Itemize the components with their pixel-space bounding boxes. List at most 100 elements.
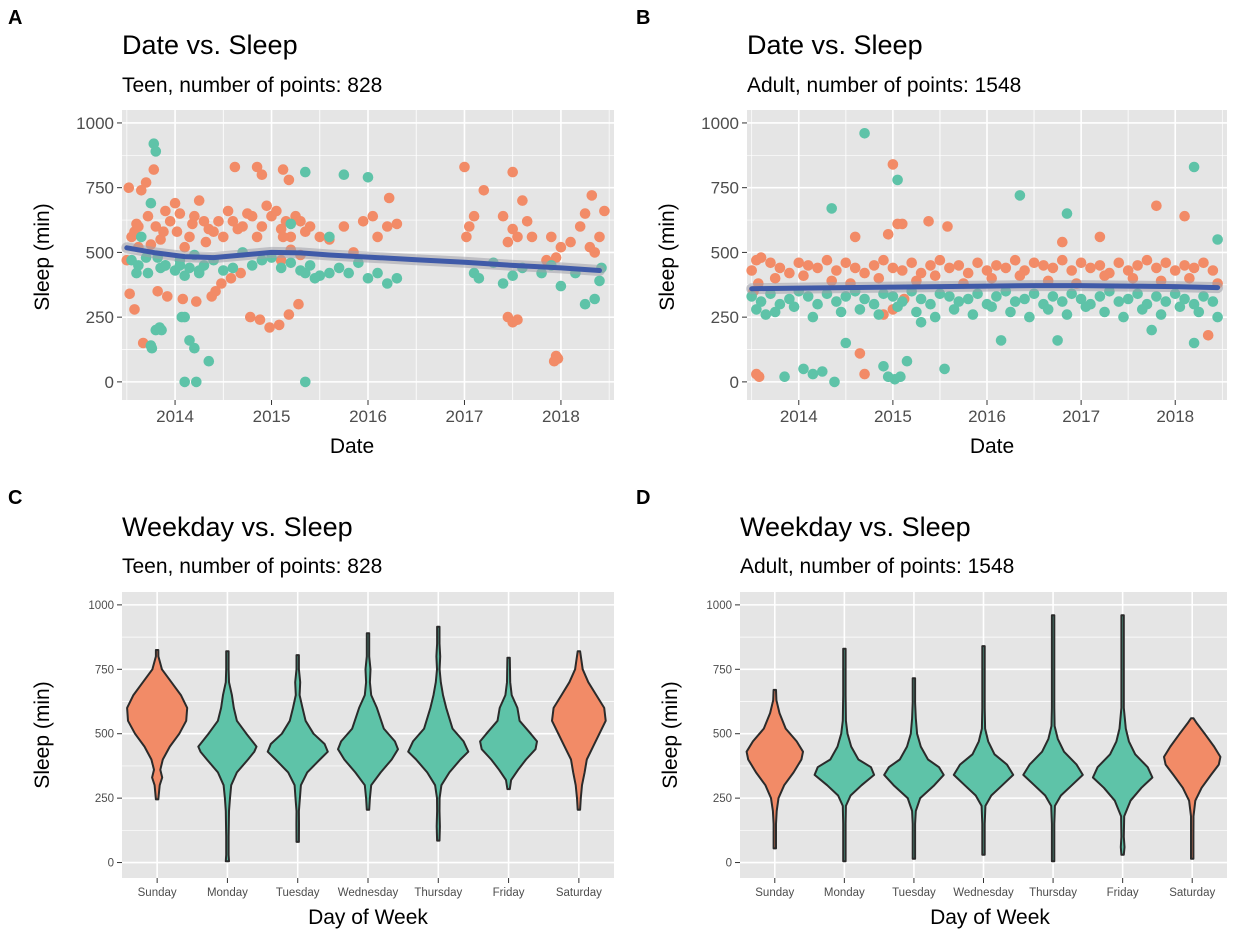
data-point [261,200,273,212]
data-point [1061,309,1073,320]
data-point [1042,304,1054,315]
data-point [1179,210,1190,222]
data-point [237,221,248,232]
data-point [882,229,894,240]
x-tick-label: Saturday [1169,887,1215,899]
data-point [897,265,908,276]
data-point [574,221,586,232]
violin-sunday [745,688,804,850]
data-point [314,270,326,282]
panel-letter: D [636,487,650,509]
data-point [177,293,189,305]
y-tick-label: 500 [86,243,114,262]
data-point [1014,190,1026,201]
data-point [929,270,941,282]
data-point [586,190,598,201]
panel-b: B Date vs. Sleep Adult, number of points… [636,7,1227,458]
data-point [150,221,162,232]
panel-letter: C [8,487,22,509]
data-point [152,286,163,297]
data-point [1122,293,1134,305]
data-point [459,161,470,173]
data-point [859,128,870,139]
trend-line [749,283,1221,292]
violin-sunday [126,649,189,801]
data-point [203,355,215,367]
data-point [915,317,927,328]
data-point [1179,293,1190,305]
data-point [1028,288,1040,300]
data-point [897,218,908,230]
data-point [1047,291,1059,302]
data-point [1207,296,1219,307]
data-point [372,267,383,279]
violin-wednesday [952,645,1015,856]
data-point [793,257,805,269]
data-point [555,280,567,292]
data-point [225,273,237,284]
data-point [753,371,765,383]
data-point [136,185,147,196]
y-tick-label: 750 [86,179,114,198]
data-point [873,309,885,320]
data-point [1052,335,1063,346]
data-point [1094,231,1106,243]
x-axis-label: Day of Week [308,906,428,929]
data-point [849,262,861,274]
data-point [184,262,195,274]
chart-subtitle: Teen, number of points: 828 [122,74,382,97]
y-tick-label: 250 [711,308,739,327]
data-point [502,311,514,323]
data-point [285,231,297,243]
x-tick-label: 2017 [446,407,484,426]
data-point [788,301,800,313]
data-point [812,298,823,310]
data-point [271,205,282,217]
data-point [1024,311,1035,323]
data-point [868,260,880,271]
data-point [802,291,814,302]
x-tick-label: Monday [207,887,248,899]
panel-letter: B [636,7,650,29]
y-tick-label: 500 [713,729,732,741]
data-point [193,195,205,206]
x-axis-label: Day of Week [930,906,1050,929]
data-point [807,311,819,323]
x-tick-label: Saturday [556,887,602,899]
data-point [123,182,135,193]
data-point [507,166,518,178]
data-point [357,216,369,227]
data-point [798,363,809,375]
data-point [264,322,275,333]
data-point [967,309,979,320]
data-point [140,177,152,188]
data-point [148,164,160,175]
data-point [246,210,258,222]
data-point [1080,301,1092,313]
data-point [295,216,306,227]
data-point [277,231,289,243]
data-point [158,226,169,237]
data-point [915,293,927,305]
data-point [854,304,866,315]
data-point [129,304,140,315]
data-point [929,311,941,323]
data-point [1146,324,1157,336]
x-axis-label: Date [330,435,374,458]
data-point [972,257,983,269]
data-point [840,257,852,269]
data-point [171,226,183,237]
y-tick-label: 750 [711,179,739,198]
chart-title: Date vs. Sleep [747,30,923,60]
data-point [156,324,167,336]
x-tick-label: 2015 [253,407,291,426]
data-point [835,306,847,318]
data-point [1212,311,1223,323]
data-point [1169,265,1181,276]
chart-title: Weekday vs. Sleep [122,512,353,542]
data-point [840,291,852,302]
data-point [1028,257,1040,269]
data-point [285,218,297,230]
data-point [831,265,842,276]
x-tick-label: 2018 [1156,407,1194,426]
